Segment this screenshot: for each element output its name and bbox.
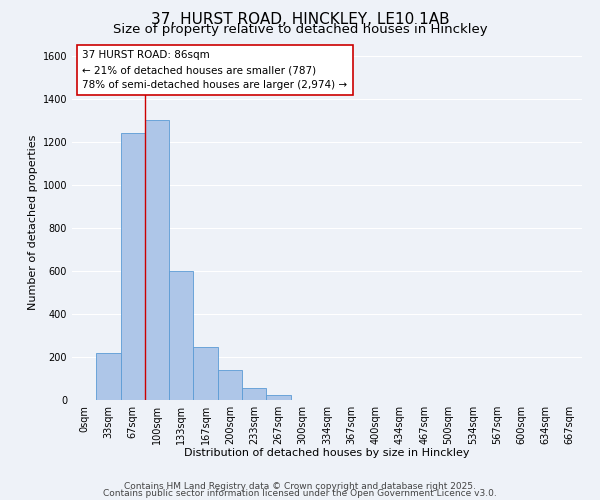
Bar [145, 120, 169, 400]
Bar [242, 388, 266, 400]
Bar [266, 394, 290, 400]
Y-axis label: Number of detached properties: Number of detached properties [28, 135, 38, 310]
Bar [218, 370, 242, 400]
Bar [169, 271, 193, 400]
X-axis label: Distribution of detached houses by size in Hinckley: Distribution of detached houses by size … [184, 448, 470, 458]
Text: Size of property relative to detached houses in Hinckley: Size of property relative to detached ho… [113, 22, 487, 36]
Text: 37, HURST ROAD, HINCKLEY, LE10 1AB: 37, HURST ROAD, HINCKLEY, LE10 1AB [151, 12, 449, 28]
Text: 37 HURST ROAD: 86sqm
← 21% of detached houses are smaller (787)
78% of semi-deta: 37 HURST ROAD: 86sqm ← 21% of detached h… [82, 50, 347, 90]
Bar [96, 352, 121, 400]
Bar [193, 348, 218, 400]
Text: Contains public sector information licensed under the Open Government Licence v3: Contains public sector information licen… [103, 489, 497, 498]
Bar [121, 133, 145, 400]
Text: Contains HM Land Registry data © Crown copyright and database right 2025.: Contains HM Land Registry data © Crown c… [124, 482, 476, 491]
